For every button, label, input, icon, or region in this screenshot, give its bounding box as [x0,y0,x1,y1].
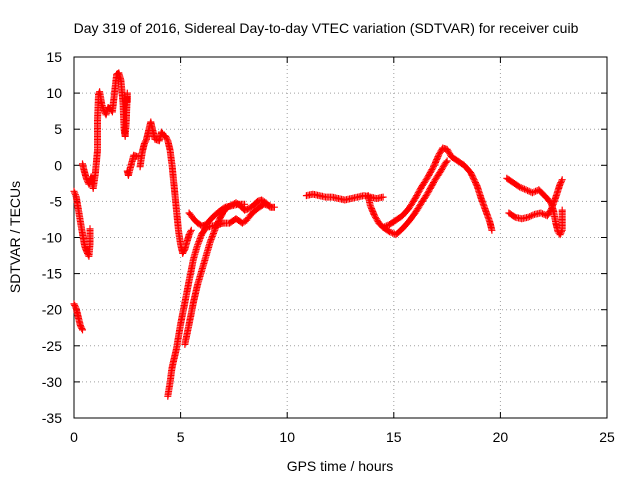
y-tick-label: -15 [42,266,62,282]
y-tick-label: -5 [50,193,63,209]
series-arc-5 [136,118,195,257]
plus-markers [123,151,142,179]
x-tick-label: 15 [386,429,402,445]
plus-markers [136,118,195,257]
x-tick-label: 25 [599,429,615,445]
data-marks [70,69,566,400]
plus-markers [185,200,249,230]
series-arc-14 [550,206,566,239]
series-arc-8 [185,200,249,230]
y-tick-label: 5 [54,121,62,137]
y-tick-labels: -35 -30 -25 -20 -15 -10 -5 0 5 10 15 [42,49,62,426]
plus-markers [379,144,496,234]
series-arc-9 [302,190,387,204]
y-tick-label: -25 [42,338,62,354]
y-tick-label: 15 [46,49,62,65]
plus-markers [505,176,566,223]
series-arc-11 [379,144,496,234]
plus-markers [70,187,94,260]
plot-frame [73,56,608,419]
y-tick-label: 0 [54,157,62,173]
series-arc-1 [70,300,86,334]
x-tick-label: 20 [493,429,509,445]
series-arc-4 [123,151,142,179]
x-tick-label: 10 [279,429,295,445]
x-axis-title: GPS time / hours [287,458,394,474]
y-axis-title: SDTVAR / TECUs [7,181,23,293]
chart-title: Day 319 of 2016, Sidereal Day-to-day VTE… [74,20,579,36]
series-arc-6 [164,200,274,400]
plus-markers [550,206,566,239]
plus-markers [364,157,451,239]
series-arc-13 [505,176,566,223]
x-tick-label: 0 [70,429,78,445]
y-tick-label: -10 [42,230,62,246]
series-arc-3 [79,69,131,192]
plus-markers [302,190,387,204]
plus-markers [79,69,131,192]
y-tick-label: -30 [42,374,62,390]
plus-markers [164,200,274,400]
y-tick-label: 10 [46,85,62,101]
x-tick-label: 5 [177,429,185,445]
series-arc-2 [70,187,94,260]
series-arc-10 [364,157,451,239]
y-tick-label: -20 [42,302,62,318]
grid [74,57,607,418]
y-tick-label: -35 [42,410,62,426]
x-tick-labels: 0 5 10 15 20 25 [70,429,615,445]
axis-ticks [73,56,608,419]
plus-markers [70,300,86,334]
